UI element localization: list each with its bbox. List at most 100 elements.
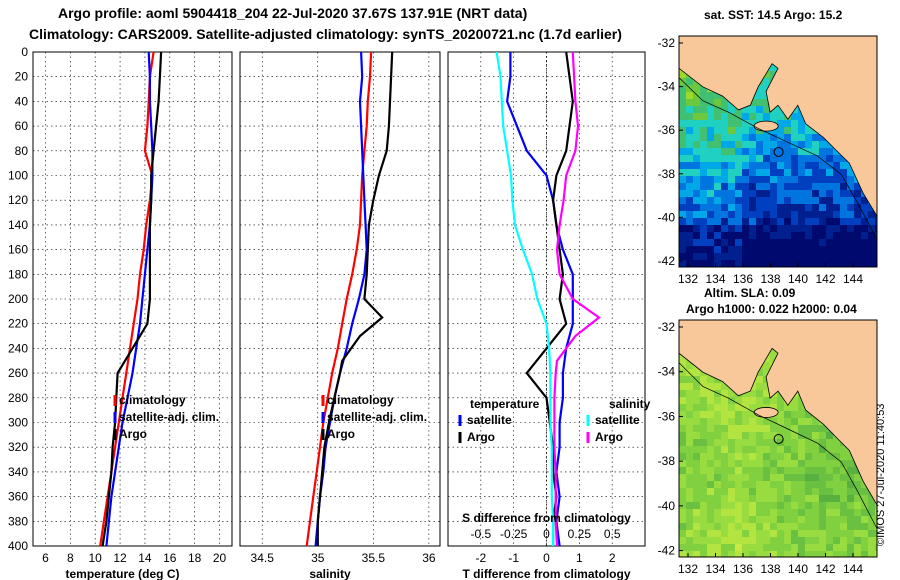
map-cell <box>763 190 770 197</box>
map-cell <box>756 204 763 211</box>
map-cell <box>798 495 805 502</box>
map-cell <box>700 204 707 211</box>
map-cell <box>840 253 847 260</box>
map-cell <box>819 162 826 169</box>
map-cell <box>791 225 798 232</box>
map-cell <box>812 474 819 481</box>
map-cell <box>742 162 749 169</box>
map-cell <box>721 453 728 460</box>
map-cell <box>700 418 707 425</box>
map-cell <box>707 544 714 551</box>
map-cell <box>819 190 826 197</box>
map-cell <box>742 225 749 232</box>
map-cell <box>714 551 721 557</box>
map-cell <box>840 155 847 162</box>
map-cell <box>679 509 686 516</box>
map-cell <box>770 474 777 481</box>
map-cell <box>693 544 700 551</box>
map-cell <box>805 253 812 260</box>
map-cell <box>847 495 854 502</box>
map-cell <box>805 488 812 495</box>
map-cell <box>770 127 777 134</box>
map-cell <box>756 155 763 162</box>
map-cell <box>868 537 875 544</box>
map-cell <box>756 92 763 99</box>
map-cell <box>700 439 707 446</box>
map-cell <box>700 509 707 516</box>
map-cell <box>700 446 707 453</box>
map-cell <box>693 225 700 232</box>
map-cell <box>819 481 826 488</box>
map-cell <box>735 113 742 120</box>
map-cell <box>700 134 707 141</box>
map-cell <box>805 197 812 204</box>
map-cell <box>707 253 714 260</box>
map-cell <box>728 253 735 260</box>
map-cell <box>686 467 693 474</box>
map-cell <box>693 551 700 557</box>
map-cell <box>742 460 749 467</box>
map-cell <box>770 348 777 355</box>
map-cell <box>784 183 791 190</box>
y-tick-label: 240 <box>8 341 28 355</box>
map-cell <box>721 446 728 453</box>
x-tick-label: 14 <box>138 551 152 565</box>
map-cell <box>735 397 742 404</box>
map-cell <box>749 390 756 397</box>
map-cell <box>700 544 707 551</box>
map-cell <box>784 239 791 246</box>
map-cell <box>714 474 721 481</box>
map-cell <box>735 239 742 246</box>
map-cell <box>742 453 749 460</box>
map-cell <box>679 362 686 369</box>
map-cell <box>693 148 700 155</box>
map-cell <box>798 204 805 211</box>
map-cell <box>763 197 770 204</box>
map-cell <box>686 362 693 369</box>
map-cell <box>721 225 728 232</box>
map-cell <box>826 551 833 557</box>
map-cell <box>693 523 700 530</box>
map-cell <box>749 509 756 516</box>
map-cell <box>714 516 721 523</box>
map-cell <box>763 397 770 404</box>
map-cell <box>854 551 861 557</box>
map-cell <box>826 141 833 148</box>
shelf-contour <box>679 362 877 529</box>
map-cell <box>840 474 847 481</box>
map-cell <box>700 474 707 481</box>
map-cell <box>861 544 868 551</box>
map-cell <box>707 155 714 162</box>
map-cell <box>714 141 721 148</box>
map-cell <box>721 425 728 432</box>
map-cell <box>693 162 700 169</box>
map-cell <box>798 253 805 260</box>
map-cell <box>854 537 861 544</box>
series-line-satellite-adj-clim- <box>314 51 368 547</box>
map-cell <box>700 404 707 411</box>
land-mass <box>679 36 877 217</box>
map-cell <box>686 127 693 134</box>
map-cell <box>798 481 805 488</box>
map-cell <box>784 481 791 488</box>
map-cell <box>798 474 805 481</box>
map-cell <box>777 544 784 551</box>
map-cell <box>721 383 728 390</box>
map-cell <box>735 551 742 557</box>
map-cell <box>714 120 721 127</box>
map-cell <box>756 169 763 176</box>
map-cell <box>819 516 826 523</box>
map-cell <box>735 218 742 225</box>
map-cell <box>714 502 721 509</box>
map-cell <box>721 502 728 509</box>
map-cell <box>770 232 777 239</box>
map-cell <box>777 225 784 232</box>
map-cell <box>700 141 707 148</box>
map-cell <box>854 502 861 509</box>
lat-tick-label: -32 <box>658 36 676 50</box>
map-cell <box>868 246 875 253</box>
map-cell <box>833 148 840 155</box>
map-cell <box>854 190 861 197</box>
map-cell <box>763 467 770 474</box>
